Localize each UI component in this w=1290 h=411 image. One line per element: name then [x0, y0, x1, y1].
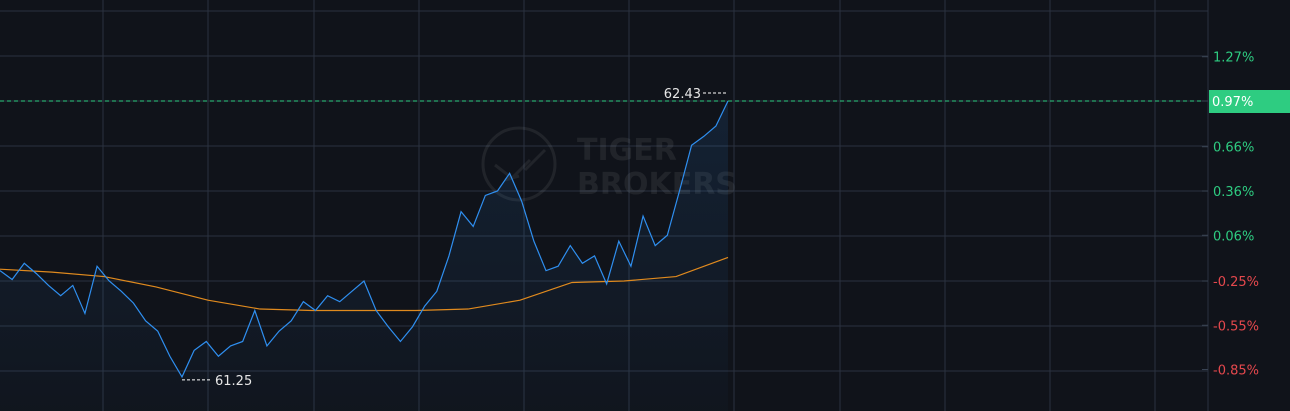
y-tick-label: 1.27%	[1213, 51, 1254, 66]
y-tick-label: 0.66%	[1213, 141, 1254, 156]
y-tick-label: -0.55%	[1213, 319, 1259, 334]
y-tick-label: -0.85%	[1213, 364, 1259, 379]
y-axis: 1.27% 0.66% 0.36% 0.06% -0.25% -0.55% -0.85%	[1202, 51, 1259, 379]
price-area-fill	[0, 101, 728, 411]
y-tick-label: -0.25%	[1213, 275, 1259, 290]
y-tick-label: 0.36%	[1213, 185, 1254, 200]
y-tick-label: 0.06%	[1213, 229, 1254, 244]
price-line	[0, 100, 729, 379]
current-value-label: 0.97%	[1212, 95, 1253, 110]
svg-text:TIGER: TIGER	[577, 133, 677, 168]
tiger-logo-icon	[481, 126, 557, 202]
average-price-line	[0, 256, 729, 312]
high-price-label: 62.43	[664, 87, 701, 102]
current-value-badge	[1209, 90, 1290, 113]
low-price-label: 61.25	[215, 374, 252, 389]
